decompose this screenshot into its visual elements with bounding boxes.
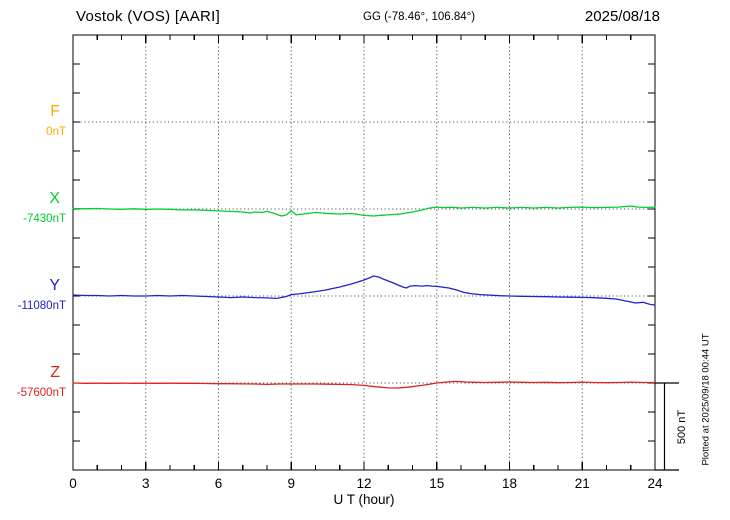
x-tick-label: 21 <box>574 476 590 491</box>
component-letter-y: Y <box>49 277 60 294</box>
x-axis-label: U T (hour) <box>333 492 395 507</box>
station-title: Vostok (VOS) [AARI] <box>76 8 221 25</box>
component-baseline-x: -7430nT <box>23 213 66 225</box>
x-tick-label: 15 <box>429 476 445 491</box>
x-tick-label: 12 <box>356 476 372 491</box>
component-letter-z: Z <box>50 364 60 381</box>
component-baseline-z: -57600nT <box>16 387 66 399</box>
component-label-y: Y -11080nT <box>0 277 66 313</box>
plotted-at-timestamp: Plotted at 2025/09/18 00:44 UT <box>700 333 712 466</box>
x-tick-label: 9 <box>287 476 295 491</box>
plot-date: 2025/08/18 <box>584 8 660 25</box>
component-letter-x: X <box>49 190 60 207</box>
x-tick-label: 6 <box>214 476 223 491</box>
component-baseline-f: 0nT <box>46 126 66 138</box>
geographic-coordinates: GG (-78.46°, 106.84°) <box>363 11 476 23</box>
component-label-x: X -7430nT <box>0 190 66 226</box>
x-tick-label: 3 <box>141 476 150 491</box>
component-baseline-y: -11080nT <box>17 300 66 312</box>
component-label-f: F 0nT <box>0 103 66 139</box>
component-letter-f: F <box>50 103 60 120</box>
x-tick-label: 24 <box>647 476 663 491</box>
x-tick-label: 0 <box>69 476 77 491</box>
component-label-z: Z -57600nT <box>0 364 66 400</box>
scale-bar-label: 500 nT <box>676 409 688 445</box>
x-tick-label: 18 <box>501 476 518 491</box>
